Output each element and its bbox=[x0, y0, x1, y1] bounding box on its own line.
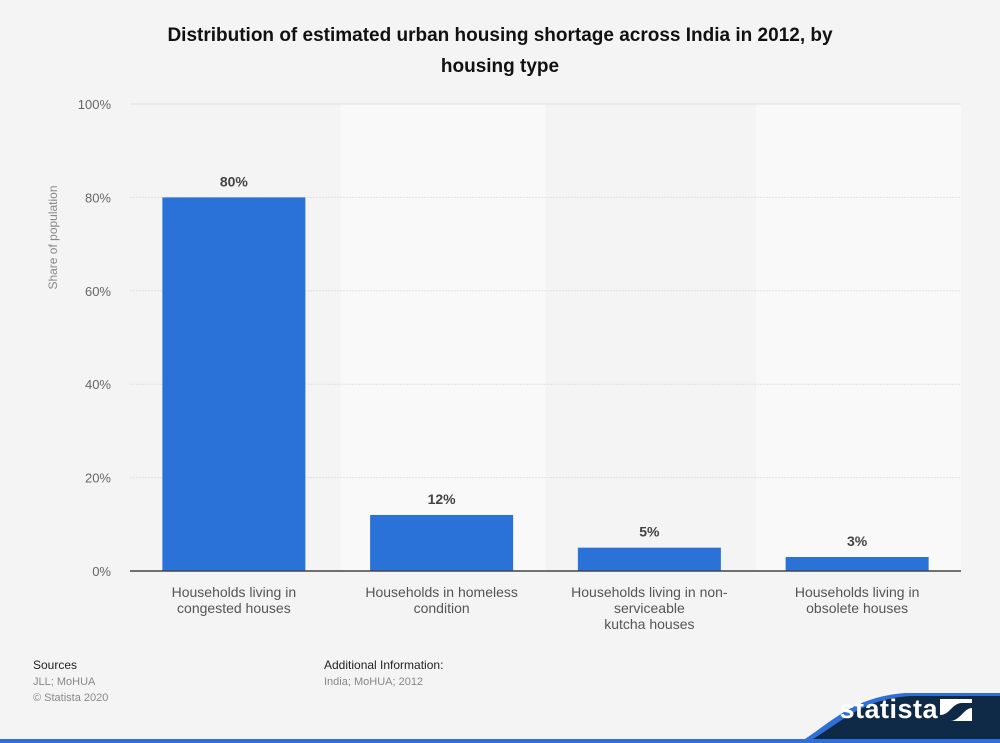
x-tick-label: Households living in obsolete houses bbox=[757, 584, 957, 616]
x-tick-label: Households living in non-serviceable kutc… bbox=[549, 584, 749, 632]
y-tick-label: 100% bbox=[78, 97, 112, 112]
sources-text[interactable]: JLL; MoHUA bbox=[33, 676, 96, 688]
logo-wordmark: statista bbox=[839, 694, 938, 724]
x-tick-label-line: kutcha houses bbox=[604, 616, 695, 632]
x-tick-label-line: Households living in bbox=[171, 584, 297, 600]
bar[interactable] bbox=[370, 514, 514, 571]
x-tick-label-line: serviceable bbox=[613, 600, 685, 616]
data-label: 12% bbox=[428, 491, 457, 507]
chart-title-line-2: housing type bbox=[440, 56, 560, 77]
sources-heading: Sources bbox=[33, 658, 78, 672]
statista-logo-icon bbox=[940, 699, 972, 721]
y-tick-label: 40% bbox=[85, 377, 111, 392]
x-tick-label-line: Households living in bbox=[794, 584, 920, 600]
y-axis-title: Share of population bbox=[46, 185, 60, 289]
plot-band bbox=[756, 104, 961, 571]
x-tick-label: Households in homeless condition bbox=[342, 584, 542, 616]
chart-title: Distribution of estimated urban housing … bbox=[100, 20, 900, 82]
bar[interactable] bbox=[577, 547, 721, 571]
data-label: 3% bbox=[847, 533, 868, 549]
footer-accent-bar bbox=[0, 739, 1000, 743]
y-tick-label: 60% bbox=[85, 284, 111, 299]
x-tick-label-line: condition bbox=[413, 600, 470, 616]
additional-info-text: India; MoHUA; 2012 bbox=[324, 676, 424, 688]
additional-info-heading: Additional Information: bbox=[324, 658, 444, 672]
data-label: 5% bbox=[639, 524, 660, 540]
bar[interactable] bbox=[162, 197, 306, 571]
x-tick-label: Households living in congested houses bbox=[134, 584, 334, 616]
y-tick-label: 20% bbox=[85, 471, 111, 486]
data-label: 80% bbox=[220, 173, 249, 189]
x-tick-label-line: Households living in non- bbox=[571, 584, 728, 600]
x-tick-label-line: Households in homeless bbox=[365, 584, 518, 600]
bar[interactable] bbox=[785, 556, 929, 571]
x-tick-label-line: congested houses bbox=[177, 600, 291, 616]
chart-title-line-1: Distribution of estimated urban housing … bbox=[167, 25, 833, 46]
y-tick-label: 80% bbox=[85, 190, 111, 205]
statista-logo[interactable]: statista bbox=[805, 689, 1000, 739]
x-tick-label-line: obsolete houses bbox=[806, 600, 909, 616]
copyright-text: © Statista 2020 bbox=[33, 692, 109, 704]
plot-band bbox=[340, 104, 546, 571]
y-tick-label: 0% bbox=[92, 564, 111, 579]
